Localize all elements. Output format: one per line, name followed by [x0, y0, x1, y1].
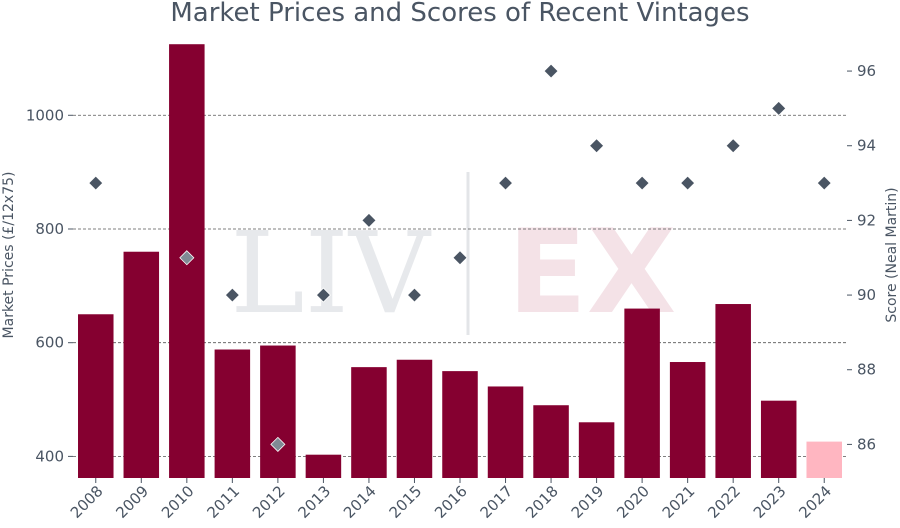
score-marker-2018 [543, 63, 559, 79]
score-marker-2014 [361, 212, 377, 228]
score-marker-2011 [224, 287, 240, 303]
bar-2024 [806, 441, 842, 478]
score-marker-2023 [771, 100, 787, 116]
y2-tick-label: 90 [857, 286, 876, 304]
bar-2012 [260, 345, 296, 478]
x-tick-label: 2016 [431, 482, 471, 522]
x-tick-label: 2017 [477, 482, 517, 522]
watermark-text-left: LIV [230, 209, 432, 339]
y-tick-label: 400 [35, 447, 64, 465]
x-tick-label: 2018 [522, 482, 562, 522]
score-marker-2016 [452, 250, 468, 266]
bar-2017 [487, 386, 524, 478]
x-tick-label: 2015 [386, 482, 426, 522]
x-tick-label: 2009 [112, 482, 152, 522]
x-tick-label: 2020 [613, 482, 653, 522]
bar-2009 [123, 251, 160, 478]
y2-tick-label: 86 [857, 435, 876, 453]
score-marker-2022 [725, 138, 741, 154]
bar-2011 [214, 349, 251, 478]
y2-tick-label: 94 [857, 137, 876, 155]
x-tick-label: 2014 [340, 482, 380, 522]
right-axis-ticks: 86 88 90 92 94 96 [847, 62, 876, 453]
y-axis-label: Market Prices (£/12x75) [1, 172, 17, 339]
left-axis-ticks: 400 600 800 1000 [26, 106, 73, 465]
x-axis-ticks: 2008 2009 2010 2011 2012 2013 2014 2015 2016 2017… [67, 478, 835, 522]
x-tick-label: 2010 [158, 482, 198, 522]
score-marker-2021 [680, 175, 696, 191]
chart-title: Market Prices and Scores of Recent Vinta… [170, 0, 749, 28]
x-tick-label: 2022 [704, 482, 744, 522]
score-marker-2020 [634, 175, 650, 191]
x-tick-label: 2021 [659, 482, 699, 522]
x-tick-label: 2019 [568, 482, 608, 522]
bar-2015 [396, 359, 433, 478]
bar-2019 [578, 422, 615, 478]
y-tick-label: 1000 [26, 106, 64, 124]
bar-2020 [624, 308, 660, 478]
livex-watermark: LIV EX [230, 172, 676, 340]
score-marker-2008 [88, 175, 104, 191]
y2-tick-label: 88 [857, 361, 876, 379]
score-marker-2019 [589, 138, 605, 154]
x-tick-label: 2012 [249, 482, 289, 522]
score-marker-2017 [497, 175, 514, 191]
bar-2013 [305, 454, 342, 478]
x-tick-label: 2008 [67, 482, 107, 522]
score-marker-2013 [315, 287, 331, 303]
y2-tick-label: 96 [857, 62, 876, 80]
bar-2016 [442, 371, 478, 478]
bar-2018 [533, 405, 569, 478]
score-series [88, 63, 832, 452]
x-tick-label: 2011 [203, 482, 243, 522]
score-marker-2015 [406, 287, 423, 303]
bar-2014 [351, 367, 387, 478]
score-marker-2024 [816, 175, 832, 191]
score-marker-2010 [179, 250, 195, 266]
bar-2008 [78, 314, 114, 478]
x-tick-label: 2024 [795, 482, 835, 522]
y2-axis-label: Score (Neal Martin) [884, 187, 900, 322]
bar-series [78, 44, 842, 479]
y-tick-label: 600 [35, 334, 64, 352]
score-marker-2012 [270, 436, 286, 452]
x-tick-label: 2023 [750, 482, 790, 522]
y2-tick-label: 92 [857, 211, 876, 229]
y-tick-label: 800 [35, 220, 64, 238]
bar-2021 [669, 362, 706, 478]
bar-2022 [715, 304, 751, 478]
bar-2023 [760, 400, 797, 478]
x-tick-label: 2013 [295, 482, 335, 522]
